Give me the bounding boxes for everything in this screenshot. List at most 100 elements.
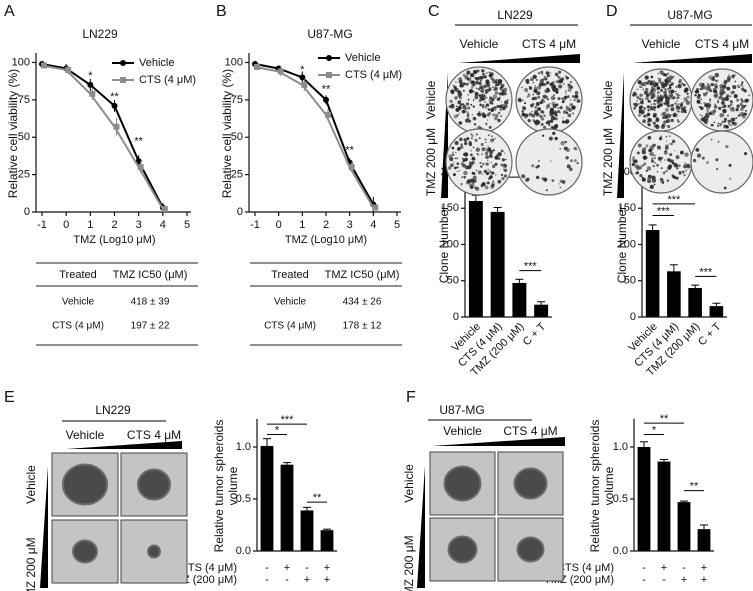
significance-label: *	[652, 424, 657, 436]
colony	[729, 95, 732, 98]
colony	[641, 177, 646, 182]
colony	[670, 77, 673, 80]
colony	[725, 144, 729, 149]
colony	[564, 140, 567, 144]
y-tick-label: 150	[618, 202, 636, 214]
table-header: Treated	[59, 269, 97, 281]
x-tick-label: 5	[184, 219, 190, 231]
colony	[681, 170, 685, 174]
colony	[677, 120, 680, 123]
colony	[487, 159, 489, 161]
colony	[638, 97, 642, 101]
colony	[672, 113, 677, 118]
x-tick-label: C + T	[696, 321, 724, 349]
colony	[653, 99, 656, 102]
x-tick-label: 2	[111, 219, 117, 231]
colony	[559, 186, 561, 189]
colony	[495, 174, 497, 176]
colony	[644, 92, 647, 94]
colony	[675, 93, 677, 95]
x-tick-label: 0	[63, 219, 69, 231]
colony	[466, 179, 472, 184]
colony	[549, 110, 554, 115]
colony	[729, 124, 732, 127]
y-tick-label: 100	[12, 56, 30, 68]
colony	[736, 98, 740, 102]
colony	[649, 82, 654, 86]
colony	[548, 123, 551, 126]
colony	[549, 72, 551, 74]
colony	[482, 112, 486, 116]
colony	[537, 107, 541, 111]
colony	[490, 76, 494, 81]
column-label: Vehicle	[642, 37, 681, 51]
colony	[471, 137, 473, 140]
colony	[662, 116, 666, 120]
colony	[532, 93, 535, 96]
colony	[558, 76, 561, 79]
table-cell: 197 ± 22	[131, 321, 170, 332]
colony	[643, 162, 647, 166]
colony	[524, 87, 528, 92]
colony	[713, 104, 718, 109]
colony	[485, 141, 487, 144]
colony	[676, 109, 678, 112]
colony	[491, 113, 495, 117]
colony	[560, 77, 565, 81]
colony	[732, 117, 735, 119]
column-label: Vehicle	[460, 37, 499, 51]
colony	[636, 151, 639, 154]
spheroid	[137, 468, 171, 501]
colony	[638, 113, 641, 117]
colony	[636, 96, 640, 99]
colony	[477, 170, 482, 175]
colony	[734, 80, 737, 83]
colony	[485, 171, 490, 176]
colony	[668, 135, 671, 137]
colony	[731, 75, 735, 79]
legend-label: Vehicle	[345, 52, 380, 64]
colony	[491, 138, 495, 141]
spheroid	[513, 467, 548, 500]
colony	[494, 91, 499, 95]
colony	[522, 99, 524, 102]
colony	[641, 164, 644, 167]
condition-sign: +	[661, 562, 667, 574]
colony	[473, 91, 475, 93]
colony	[450, 89, 455, 94]
colony	[494, 162, 498, 166]
colony	[459, 103, 463, 107]
bar	[490, 211, 505, 317]
colony	[684, 162, 687, 165]
colony	[640, 111, 643, 114]
colony	[677, 110, 680, 113]
colony	[521, 174, 526, 179]
colony	[541, 177, 545, 181]
colony	[541, 110, 545, 114]
colony	[484, 185, 489, 190]
significance-label: **	[313, 492, 322, 504]
significance-label: **	[110, 91, 119, 103]
colony	[694, 94, 697, 97]
colony	[453, 161, 455, 163]
colony	[459, 137, 463, 142]
colony	[470, 133, 473, 136]
y-axis-label: Relative tumor spheroids	[212, 420, 226, 553]
colony	[556, 74, 558, 76]
colony	[633, 107, 636, 110]
row-label: TMZ 200 μM	[24, 537, 38, 591]
colony	[717, 140, 720, 143]
colony	[569, 80, 573, 84]
legend-marker	[326, 55, 332, 61]
colony	[647, 135, 652, 140]
colony	[540, 123, 544, 127]
colony	[642, 119, 647, 124]
colony	[729, 118, 735, 124]
colony	[677, 83, 682, 89]
colony	[641, 147, 647, 152]
colony	[639, 173, 643, 178]
colony	[528, 112, 533, 117]
dose-wedge	[417, 466, 425, 588]
colony	[543, 125, 547, 129]
y-axis-label: Clone Number	[615, 206, 629, 283]
